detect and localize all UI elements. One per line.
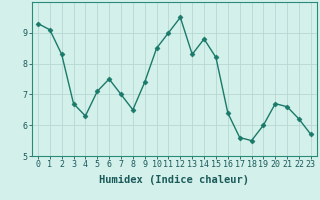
X-axis label: Humidex (Indice chaleur): Humidex (Indice chaleur): [100, 175, 249, 185]
